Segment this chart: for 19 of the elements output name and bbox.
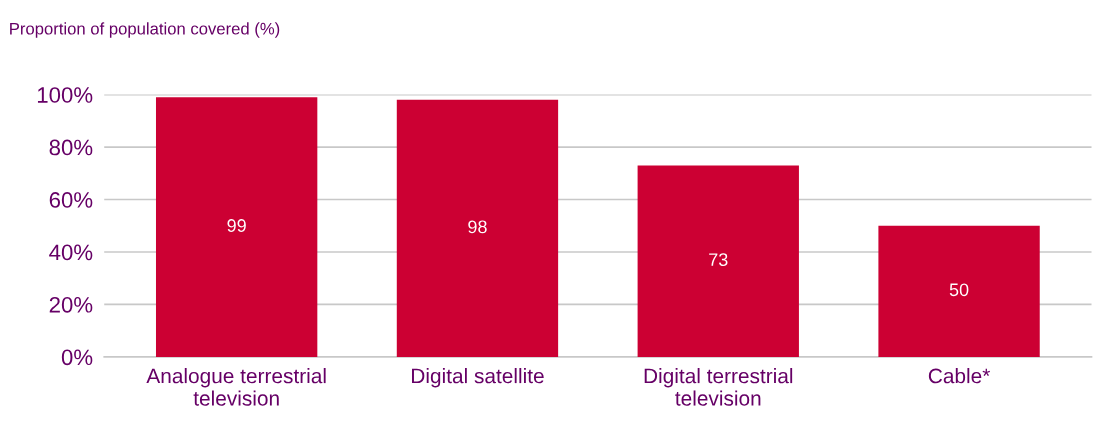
x-tick-label: Analogue terrestrial television bbox=[146, 368, 326, 406]
data-label: 99 bbox=[227, 219, 246, 232]
y-tick-label: 60% bbox=[49, 192, 93, 208]
data-label: 50 bbox=[949, 283, 969, 297]
y-tick-label: 100% bbox=[37, 87, 93, 103]
x-tick-label: Digital terrestrial television bbox=[644, 368, 793, 406]
y-tick-label: 80% bbox=[49, 139, 93, 156]
bar bbox=[396, 99, 559, 357]
y-axis-title: Proportion of population covered (%) bbox=[10, 22, 280, 38]
bar bbox=[637, 165, 799, 357]
data-label: 98 bbox=[468, 220, 487, 234]
bar bbox=[878, 225, 1040, 357]
x-tick-label: Digital satellite bbox=[412, 368, 544, 388]
bar bbox=[155, 97, 318, 357]
y-tick-label: 0% bbox=[61, 349, 93, 366]
x-tick-label: Cable* bbox=[928, 368, 991, 384]
y-tick-label: 20% bbox=[49, 296, 93, 313]
y-tick-label: 40% bbox=[49, 244, 93, 261]
data-label: 73 bbox=[709, 253, 728, 267]
